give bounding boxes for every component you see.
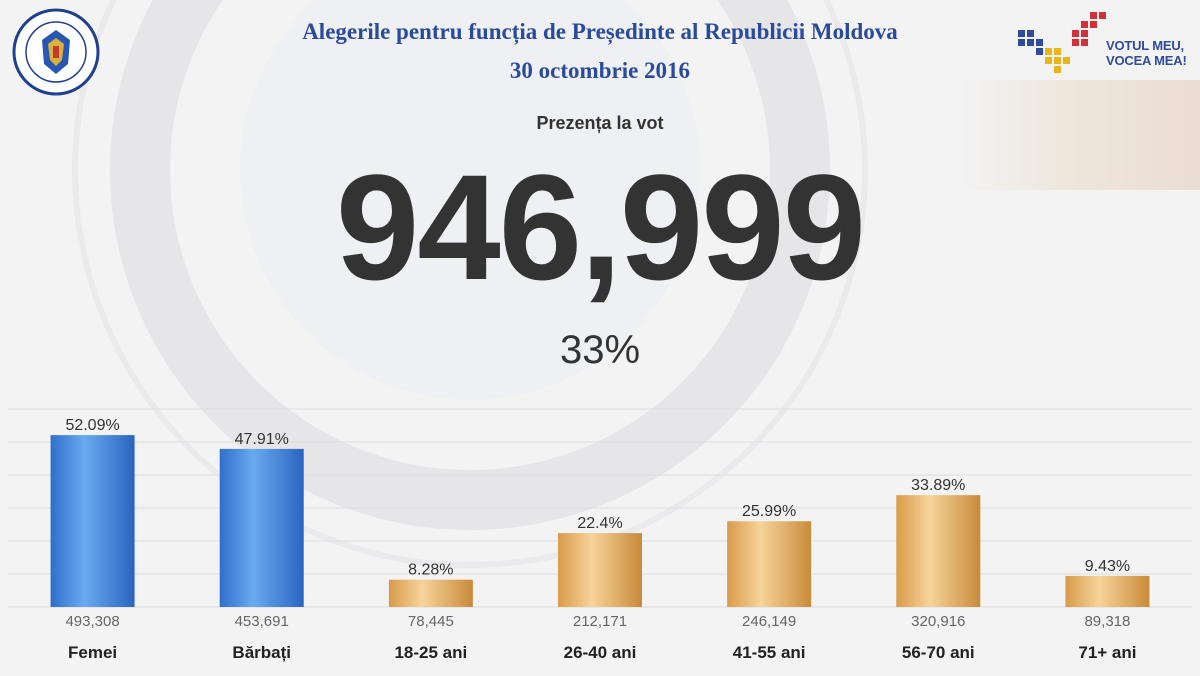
turnout-label: Prezența la vot (536, 113, 664, 133)
bar-count-label: 453,691 (235, 613, 289, 630)
bar-count-label: 246,149 (742, 613, 796, 630)
bar-value-label: 33.89% (911, 477, 965, 494)
brand-slogan: VOTUL MEU, VOCEA MEA! (1106, 38, 1196, 68)
bar-count-label: 212,171 (573, 613, 627, 630)
bar-category-label: 18-25 ani (394, 643, 467, 662)
bar-4 (727, 521, 812, 607)
brand-line-2: VOCEA MEA! (1106, 53, 1187, 68)
bar-0 (50, 435, 135, 607)
bar-5 (896, 495, 981, 607)
bar-3 (558, 533, 642, 607)
brand-line-1: VOTUL MEU, (1106, 38, 1184, 53)
bar-count-label: 493,308 (65, 613, 119, 630)
bar-category-label: 71+ ani (1078, 643, 1136, 662)
flag-background (960, 80, 1200, 190)
bar-value-label: 8.28% (408, 562, 453, 579)
chart-bars: 52.09% 493,308 Femei 47.91% 453,691 Bărbați 8.… (50, 417, 1150, 662)
turnout-value: 946,999 (335, 143, 866, 311)
bar-count-label: 78,445 (408, 613, 454, 630)
bar-count-label: 320,916 (911, 613, 965, 630)
turnout-breakdown-chart: 52.09% 493,308 Femei 47.91% 453,691 Bărbați 8.… (8, 408, 1192, 662)
bar-count-label: 89,318 (1084, 613, 1130, 630)
bar-1 (219, 448, 304, 607)
bar-category-label: Bărbați (232, 643, 291, 662)
election-date: 30 octombrie 2016 (509, 58, 691, 83)
bar-6 (1065, 575, 1150, 607)
bar-2 (388, 579, 473, 607)
bar-value-label: 22.4% (577, 515, 622, 532)
bar-category-label: 56-70 ani (902, 643, 975, 662)
turnout-percent: 33% (559, 328, 641, 372)
cec-seal-icon (12, 8, 100, 96)
bar-value-label: 25.99% (742, 503, 796, 520)
bar-value-label: 52.09% (65, 417, 119, 434)
bar-category-label: Femei (68, 643, 117, 662)
bar-category-label: 26-40 ani (564, 643, 637, 662)
bar-value-label: 47.91% (235, 431, 289, 448)
bar-category-label: 41-55 ani (733, 643, 806, 662)
bar-value-label: 9.43% (1085, 558, 1130, 575)
page-title: Alegerile pentru funcția de Președinte a… (302, 19, 898, 44)
votul-meu-logo-icon (1018, 12, 1106, 73)
